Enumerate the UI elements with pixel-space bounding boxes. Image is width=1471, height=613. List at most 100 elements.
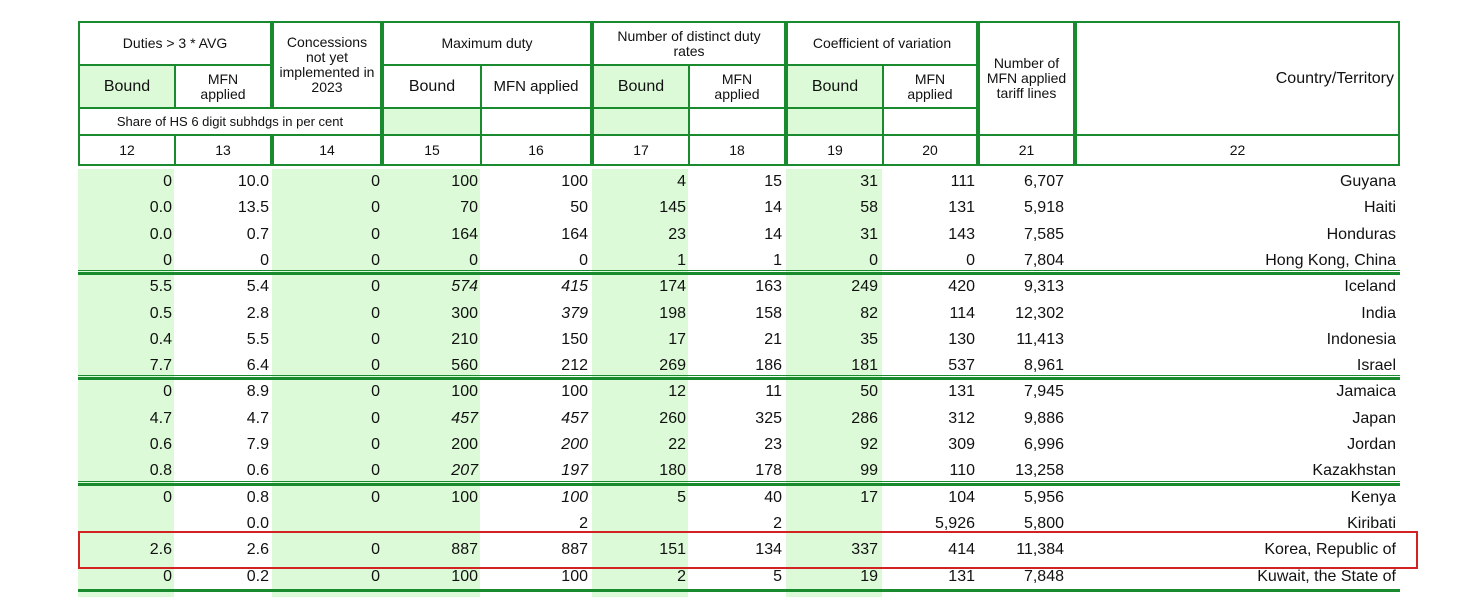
cell-country: India — [1361, 304, 1396, 322]
table-row: 2.6 2.6 0 887 887 151 134 337 414 11,384 Korea, Re… — [78, 537, 1400, 563]
cell-country: Iceland — [1344, 278, 1396, 296]
cell-c13: 4.7 — [246, 409, 269, 427]
cell-country: Korea, Republic of — [1264, 541, 1396, 559]
cell-c13: 0.7 — [246, 225, 269, 243]
group-separator — [78, 482, 1400, 486]
cell-c17: 12 — [668, 383, 686, 401]
col-number-19: 19 — [786, 134, 884, 166]
header-coef-var: Coefficient of variation — [786, 21, 978, 66]
col-bg-14 — [272, 169, 382, 597]
cell-c16: 887 — [561, 541, 588, 559]
header-distinct-rates: Number of distinct duty rates — [592, 21, 786, 66]
header-num-lines: Number of MFN applied tariff lines — [978, 21, 1075, 136]
cell-c16: 2 — [579, 514, 588, 532]
cell-country: Guyana — [1339, 173, 1396, 190]
cell-c14: 0 — [371, 278, 380, 296]
table-row: 0.0 2 2 5,926 5,800 Kiribati — [78, 511, 1400, 537]
cell-c14: 0 — [371, 541, 380, 559]
table-body: 0 10.0 0 100 100 4 15 31 111 6,707 Guyana 0.0 13.5 0 7… — [78, 169, 1400, 599]
cell-c20: 0 — [966, 251, 975, 269]
header-empty-19 — [786, 107, 884, 136]
cell-c14: 0 — [371, 357, 380, 375]
cell-c12: 0 — [163, 173, 172, 190]
cell-c13: 8.9 — [246, 383, 269, 401]
cell-country: Haiti — [1363, 199, 1396, 217]
cell-c12: 0 — [163, 383, 172, 401]
cell-c15: 560 — [451, 357, 478, 375]
cell-c19: 337 — [851, 541, 878, 559]
table-row: 0.8 0.6 0 207 197 180 178 99 110 13,258 Kazakhstan — [78, 458, 1400, 484]
col-bg-19 — [786, 169, 882, 597]
cell-c16: 100 — [561, 488, 588, 506]
table-row: 4.7 4.7 0 457 457 260 325 286 312 9,886 Japan — [78, 406, 1400, 432]
cell-c15: 100 — [451, 383, 478, 401]
cell-c14: 0 — [371, 409, 380, 427]
col-number-13: 13 — [174, 134, 272, 166]
cell-c20: 111 — [950, 173, 975, 190]
row-underline — [78, 480, 1400, 482]
header-bound-19: Bound — [786, 64, 884, 109]
col-bg-17 — [592, 169, 688, 597]
table-row: 0 0.2 0 100 100 2 5 19 131 7,848 Kuwait, the State… — [78, 564, 1400, 590]
cell-country: Israel — [1356, 357, 1396, 375]
table-row: 0 8.9 0 100 100 12 11 50 131 7,945 Jamaica — [78, 379, 1400, 405]
cell-country: Kuwait, the State of — [1257, 567, 1396, 585]
cell-c19: 58 — [860, 199, 878, 217]
cell-c17: 151 — [659, 541, 686, 559]
header-bound-17: Bound — [592, 64, 690, 109]
cell-c16: 212 — [561, 357, 588, 375]
table-row: 0.4 5.5 0 210 150 17 21 35 130 11,413 Indonesia — [78, 327, 1400, 353]
cell-c14: 0 — [371, 225, 380, 243]
cell-c18: 15 — [764, 173, 782, 190]
col-number-21: 21 — [978, 134, 1075, 166]
cell-c21: 6,996 — [1023, 436, 1064, 453]
cell-c12: 0.0 — [149, 225, 172, 243]
cell-c17: 22 — [668, 436, 686, 453]
cell-c13: 0.2 — [246, 567, 269, 585]
cell-c17: 2 — [677, 567, 686, 585]
cell-c16: 150 — [561, 330, 588, 348]
header-concessions: Concessions not yet implemented in 2023 — [272, 21, 382, 109]
cell-c12: 0.6 — [149, 436, 172, 453]
cell-c13: 0.0 — [246, 514, 269, 532]
header-bound-12: Bound — [78, 64, 176, 109]
cell-country: Japan — [1352, 409, 1396, 427]
header-empty-17 — [592, 107, 690, 136]
cell-c21: 9,886 — [1023, 409, 1064, 427]
cell-c12: 2.6 — [149, 541, 172, 559]
cell-c21: 12,302 — [1015, 304, 1064, 322]
cell-c18: 134 — [755, 541, 782, 559]
cell-c21: 9,313 — [1023, 278, 1064, 296]
col-number-17: 17 — [592, 134, 690, 166]
cell-c16: 197 — [561, 462, 588, 480]
group-separator — [78, 272, 1400, 276]
cell-c13: 2.6 — [246, 541, 269, 559]
cell-c17: 198 — [659, 304, 686, 322]
cell-c20: 312 — [948, 409, 975, 427]
header-mfn-18: MFN applied — [688, 64, 786, 109]
cell-c12: 0.5 — [149, 304, 172, 322]
cell-c21: 7,848 — [1023, 567, 1064, 585]
cell-c19: 50 — [860, 383, 878, 401]
cell-c20: 110 — [949, 462, 975, 480]
cell-country: Kiribati — [1347, 514, 1396, 532]
cell-c18: 2 — [773, 514, 782, 532]
cell-c16: 100 — [561, 173, 588, 190]
cell-c17: 4 — [677, 173, 686, 190]
cell-c18: 186 — [755, 357, 782, 375]
cell-c16: 0 — [579, 251, 588, 269]
col-number-18: 18 — [688, 134, 786, 166]
cell-c19: 31 — [860, 173, 878, 190]
cell-c16: 200 — [561, 436, 588, 453]
cell-country: Kenya — [1350, 488, 1396, 506]
header-empty-18 — [688, 107, 786, 136]
cell-c21: 13,258 — [1015, 462, 1064, 480]
table-row: 0.5 2.8 0 300 379 198 158 82 114 12,302 India — [78, 301, 1400, 327]
row-underline — [78, 375, 1400, 377]
cell-c13: 5.5 — [246, 330, 269, 348]
cell-c17: 260 — [659, 409, 686, 427]
cell-country: Honduras — [1326, 225, 1396, 243]
cell-c19: 31 — [860, 225, 878, 243]
cell-c18: 11 — [765, 383, 782, 401]
header-empty-20 — [882, 107, 978, 136]
